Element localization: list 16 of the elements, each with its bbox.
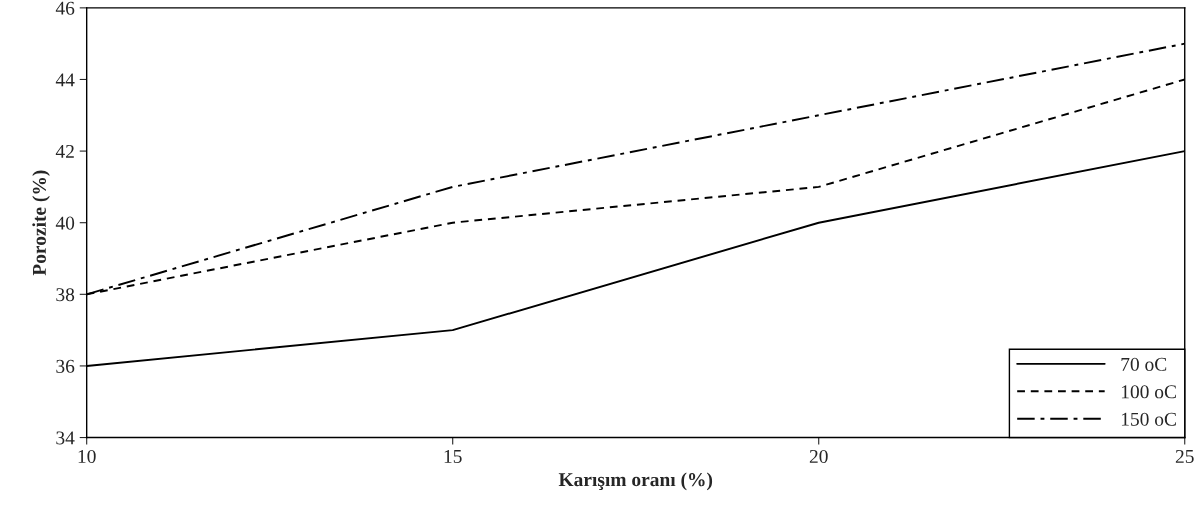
y-axis-title: Porozite (%)	[32, 170, 50, 276]
y-tick-label: 38	[56, 288, 75, 302]
legend-label: 100 oC	[1121, 385, 1176, 399]
legend-label: 70 oC	[1121, 357, 1167, 371]
y-tick-label: 42	[55, 144, 74, 158]
y-tick-label: 36	[56, 359, 75, 373]
y-tick-label: 40	[55, 216, 75, 230]
x-tick-label: 10	[78, 449, 96, 464]
x-axis-title: Karışım oranı (%)	[558, 472, 713, 491]
y-tick-label: 44	[55, 73, 75, 87]
x-tick-label: 20	[809, 449, 828, 464]
y-tick-label: 34	[56, 431, 75, 445]
x-tick-label: 25	[1175, 449, 1194, 464]
x-tick-label: 15	[444, 450, 462, 464]
y-tick-label: 46	[55, 1, 75, 15]
legend-label: 150 oC	[1121, 412, 1176, 426]
